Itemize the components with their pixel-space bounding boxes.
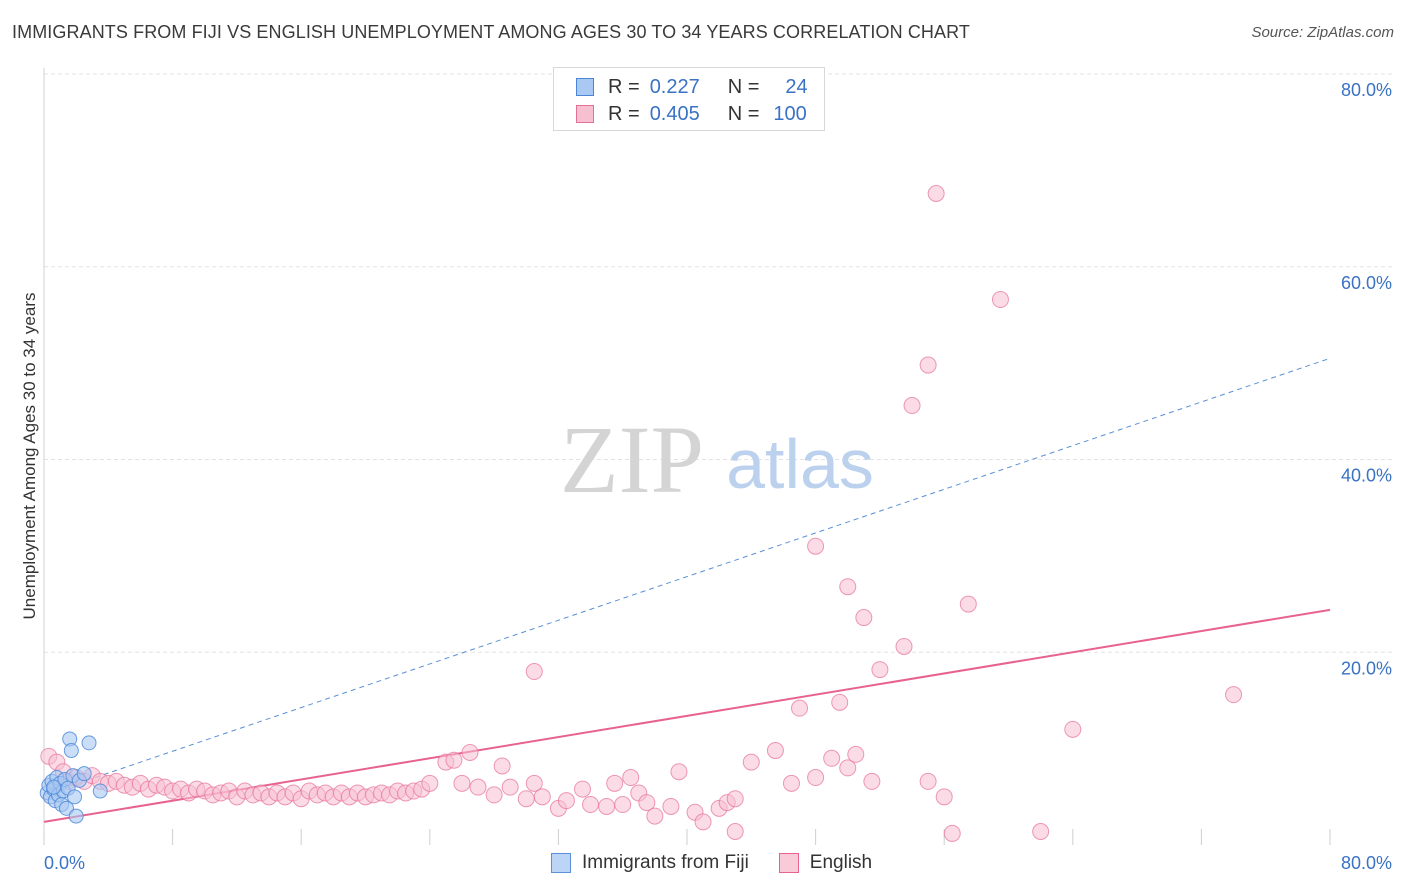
point-english — [807, 769, 825, 787]
legend-n-label: N = — [727, 75, 760, 98]
point-english — [831, 693, 849, 711]
bottom-legend-swatch-fiji — [551, 853, 571, 873]
point-english — [622, 769, 640, 787]
y-tick-label: 20.0% — [1341, 658, 1392, 678]
legend-r-label: R = — [608, 102, 640, 125]
y-tick-label: 80.0% — [1341, 80, 1392, 100]
legend-n-value-fiji: 24 — [785, 75, 808, 98]
point-english — [638, 794, 656, 812]
point-english — [1225, 686, 1243, 704]
bottom-legend-swatch-english — [778, 853, 799, 873]
point-english — [421, 774, 439, 792]
point-english — [742, 753, 760, 771]
point-english — [919, 772, 937, 790]
legend-row-english: R = 0.405 N = 100 — [576, 102, 807, 126]
y-axis-label: Unemployment Among Ages 30 to 34 years — [20, 292, 39, 620]
point-english — [839, 759, 857, 777]
point-english — [895, 637, 913, 655]
point-english — [847, 745, 865, 763]
point-fiji — [76, 766, 92, 782]
legend-n-label: N = — [727, 102, 760, 125]
point-english — [935, 788, 953, 806]
legend-row-fiji: R = 0.227 N = 24 — [576, 75, 808, 99]
y-tick-label: 60.0% — [1341, 273, 1392, 293]
point-english — [839, 578, 857, 596]
point-english — [855, 609, 873, 627]
bottom-legend-fiji[interactable]: Immigrants from Fiji — [551, 852, 749, 874]
point-english — [726, 790, 744, 808]
point-fiji — [68, 808, 84, 824]
source-label: Source: ZipAtlas.com — [1251, 24, 1394, 41]
point-english — [598, 797, 616, 815]
tick-label-layer: 20.0% 40.0% 60.0% 80.0% 0.0% 80.0% — [44, 80, 1392, 873]
watermark-atlas: atlas — [726, 425, 874, 503]
legend-swatch-fiji — [576, 78, 594, 96]
trend-line-fiji — [43, 357, 1331, 796]
point-english — [726, 823, 744, 841]
point-english — [863, 772, 881, 790]
point-fiji — [67, 789, 83, 805]
legend-r-value-english: 0.405 — [649, 102, 700, 125]
bottom-legend-label-english: English — [809, 852, 873, 873]
point-english — [871, 661, 889, 679]
point-english — [782, 774, 800, 792]
point-english — [557, 792, 575, 810]
chart-title: IMMIGRANTS FROM FIJI VS ENGLISH UNEMPLOY… — [12, 22, 970, 42]
point-english — [501, 778, 519, 796]
point-english — [614, 796, 632, 814]
legend-swatch-english — [576, 105, 594, 123]
point-fiji — [92, 783, 108, 799]
legend: R = 0.227 N = 24 R = 0.405 N = 100 — [553, 67, 825, 131]
point-fiji — [81, 735, 97, 751]
point-english — [807, 537, 825, 555]
point-english — [646, 807, 664, 825]
point-english — [582, 796, 600, 814]
bottom-legend-english[interactable]: English — [778, 852, 873, 874]
point-english — [991, 291, 1009, 309]
point-english — [485, 786, 503, 804]
point-english — [927, 185, 945, 203]
point-english — [574, 780, 592, 798]
point-english — [1032, 823, 1050, 841]
point-english — [670, 763, 688, 781]
point-english — [493, 757, 511, 775]
x-tick-label: 80.0% — [1341, 853, 1392, 873]
watermark-zip: ZIP — [560, 406, 704, 513]
legend-r-label: R = — [608, 75, 640, 98]
legend-r-value-fiji: 0.227 — [649, 75, 700, 98]
point-english — [469, 778, 487, 796]
point-fiji — [63, 743, 79, 759]
legend-n-value-english: 100 — [773, 102, 807, 125]
point-english — [766, 742, 784, 760]
point-english — [823, 749, 841, 767]
point-english — [453, 774, 471, 792]
point-english — [525, 663, 543, 681]
point-english — [919, 356, 937, 374]
point-english — [1064, 720, 1082, 738]
point-english — [525, 774, 543, 792]
point-english — [791, 699, 809, 717]
point-english — [959, 595, 977, 613]
point-english — [662, 797, 680, 815]
point-english — [903, 397, 921, 415]
point-fiji — [46, 779, 62, 795]
point-english — [943, 824, 961, 842]
bottom-legend: Immigrants from Fiji English — [551, 852, 902, 874]
points-layer — [39, 185, 1243, 842]
x-tick-label: 0.0% — [44, 853, 85, 873]
watermark: ZIP atlas — [560, 406, 874, 513]
grid-layer — [44, 73, 1392, 653]
bottom-legend-label-fiji: Immigrants from Fiji — [582, 852, 749, 873]
point-english — [606, 774, 624, 792]
axis-layer — [43, 68, 1331, 845]
point-english — [461, 743, 479, 761]
y-tick-label: 40.0% — [1341, 466, 1392, 486]
point-english — [694, 813, 712, 831]
point-english — [445, 751, 463, 769]
point-english — [517, 790, 535, 808]
point-english — [533, 788, 551, 806]
